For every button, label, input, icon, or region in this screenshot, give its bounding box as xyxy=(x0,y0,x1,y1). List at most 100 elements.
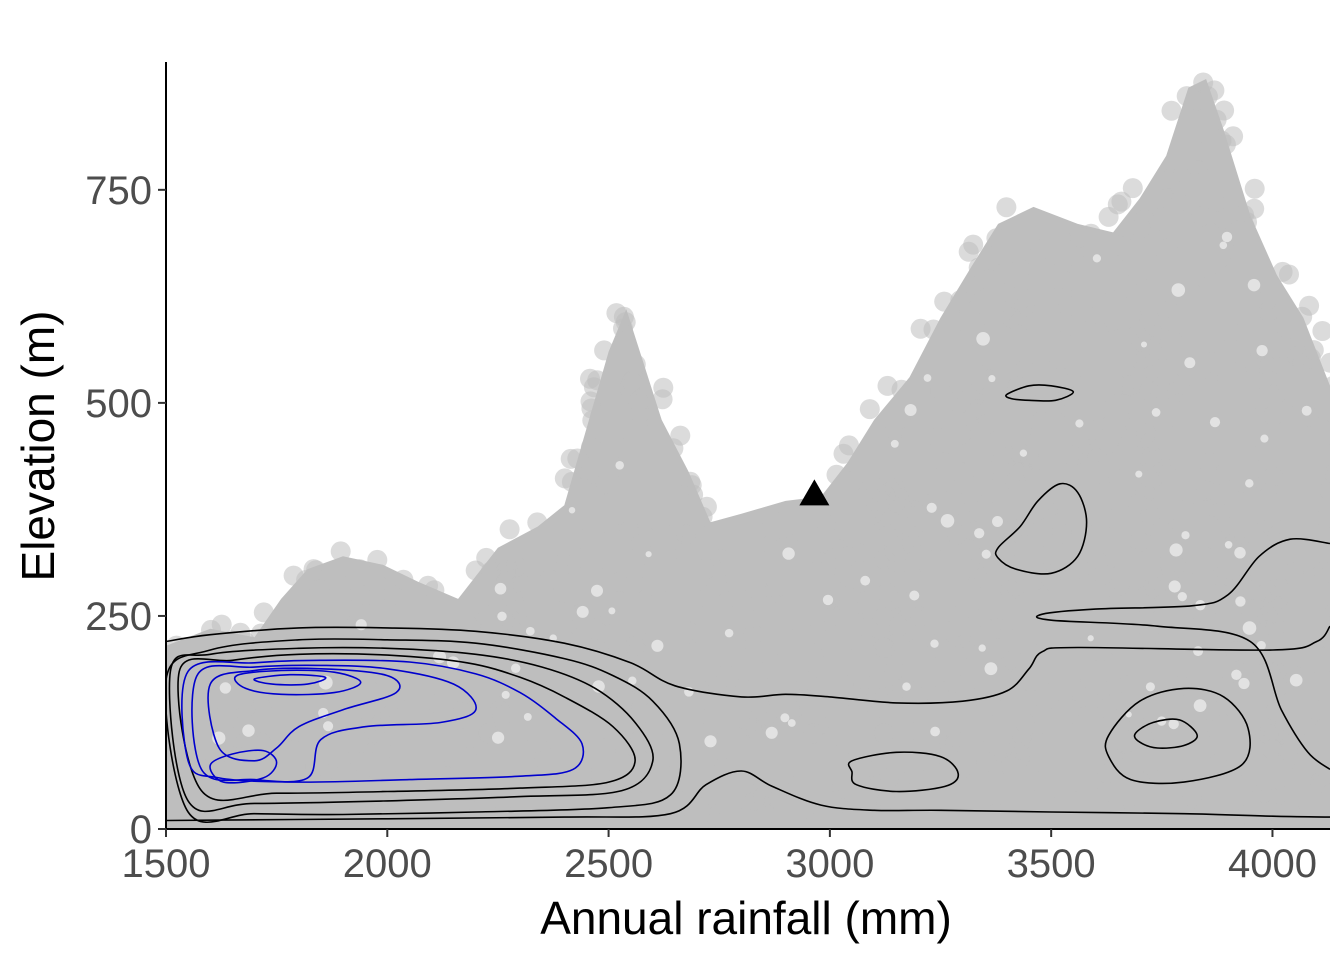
scatter-point xyxy=(1315,508,1330,529)
scatter-point xyxy=(1025,468,1046,489)
cloud-gap xyxy=(1301,405,1312,416)
scatter-point xyxy=(810,507,831,528)
scatter-point xyxy=(502,587,523,608)
scatter-point xyxy=(958,502,979,523)
scatter-point xyxy=(925,549,946,570)
cloud-gap xyxy=(930,726,940,737)
scatter-point xyxy=(967,794,988,815)
scatter-point xyxy=(749,695,770,716)
scatter-point xyxy=(837,546,858,567)
scatter-point xyxy=(1244,178,1265,199)
scatter-point xyxy=(959,302,980,323)
scatter-point xyxy=(1071,356,1092,377)
scatter-point xyxy=(305,793,326,814)
scatter-point xyxy=(624,573,645,594)
scatter-point xyxy=(1049,599,1070,620)
scatter-point xyxy=(608,729,628,750)
scatter-point xyxy=(250,732,271,753)
scatter-point xyxy=(1154,169,1175,190)
scatter-point xyxy=(1067,771,1088,792)
scatter-point xyxy=(580,437,601,458)
scatter-point xyxy=(594,340,615,361)
contour-line-level-7 xyxy=(207,667,401,762)
scatter-point xyxy=(364,720,385,741)
scatter-point xyxy=(1258,381,1279,402)
scatter-point xyxy=(1133,531,1154,552)
scatter-point xyxy=(461,690,482,711)
scatter-point xyxy=(521,774,542,794)
scatter-point xyxy=(609,437,630,458)
scatter-point xyxy=(1066,264,1087,285)
scatter-point xyxy=(1035,631,1056,652)
scatter-point xyxy=(844,470,865,491)
scatter-point xyxy=(1175,459,1196,480)
cloud-gap xyxy=(1156,716,1167,726)
scatter-point xyxy=(363,742,384,763)
scatter-point xyxy=(1198,452,1219,473)
cloud-gap xyxy=(1171,283,1186,297)
cloud-gap xyxy=(1245,479,1254,488)
scatter-point xyxy=(403,606,424,626)
scatter-point xyxy=(349,682,370,703)
cloud-gap xyxy=(787,719,796,727)
scatter-point xyxy=(1187,90,1208,111)
scatter-point xyxy=(949,443,970,464)
scatter-point xyxy=(1075,706,1096,727)
scatter-point xyxy=(324,570,345,591)
cloud-gap xyxy=(860,575,871,586)
scatter-point xyxy=(251,623,272,644)
scatter-point xyxy=(1060,696,1081,717)
scatter-point xyxy=(930,379,950,400)
scatter-point xyxy=(1191,232,1212,253)
scatter-point xyxy=(793,607,814,628)
scatter-point xyxy=(678,773,699,794)
scatter-point xyxy=(995,382,1016,402)
scatter-point xyxy=(884,660,905,681)
scatter-point xyxy=(573,730,594,751)
scatter-point xyxy=(752,786,773,807)
cloud-gap xyxy=(1256,344,1268,357)
scatter-point xyxy=(539,569,560,590)
scatter-point xyxy=(1149,442,1170,463)
scatter-point xyxy=(1213,803,1234,824)
scatter-point xyxy=(1167,632,1188,653)
scatter-point xyxy=(1328,536,1330,547)
scatter-point xyxy=(1010,286,1031,306)
scatter-point xyxy=(1303,340,1324,361)
scatter-point xyxy=(465,560,486,581)
scatter-point xyxy=(515,740,536,761)
cloud-gap xyxy=(491,731,505,744)
scatter-point xyxy=(1295,634,1315,655)
cloud-gap xyxy=(1151,408,1161,417)
scatter-point xyxy=(1086,260,1107,281)
scatter-point xyxy=(1312,668,1330,689)
contour-line-level-2 xyxy=(166,638,682,823)
scatter-point xyxy=(968,257,989,278)
cloud-gap xyxy=(1238,677,1250,690)
scatter-point xyxy=(1005,461,1025,482)
scatter-point xyxy=(540,643,561,664)
scatter-point xyxy=(780,578,801,599)
scatter-point xyxy=(804,723,824,744)
cloud-gap xyxy=(1256,640,1266,651)
scatter-point xyxy=(907,638,928,658)
scatter-point xyxy=(830,504,851,525)
contour-line-level-8 xyxy=(233,669,362,696)
scatter-point xyxy=(965,437,986,458)
scatter-point xyxy=(1150,236,1171,257)
scatter-point xyxy=(1268,576,1289,597)
scatter-point xyxy=(616,686,637,707)
scatter-point xyxy=(1014,712,1035,733)
scatter-point xyxy=(1166,802,1187,823)
scatter-point xyxy=(963,375,984,396)
scatter-point xyxy=(814,661,835,682)
scatter-point xyxy=(1223,400,1244,421)
scatter-point xyxy=(1115,733,1136,754)
scatter-point xyxy=(587,370,608,391)
scatter-point xyxy=(1283,562,1304,583)
scatter-point xyxy=(988,334,1009,355)
scatter-point xyxy=(1277,437,1298,458)
scatter-point xyxy=(1136,423,1157,444)
scatter-point xyxy=(1041,653,1062,674)
scatter-point xyxy=(659,718,680,738)
